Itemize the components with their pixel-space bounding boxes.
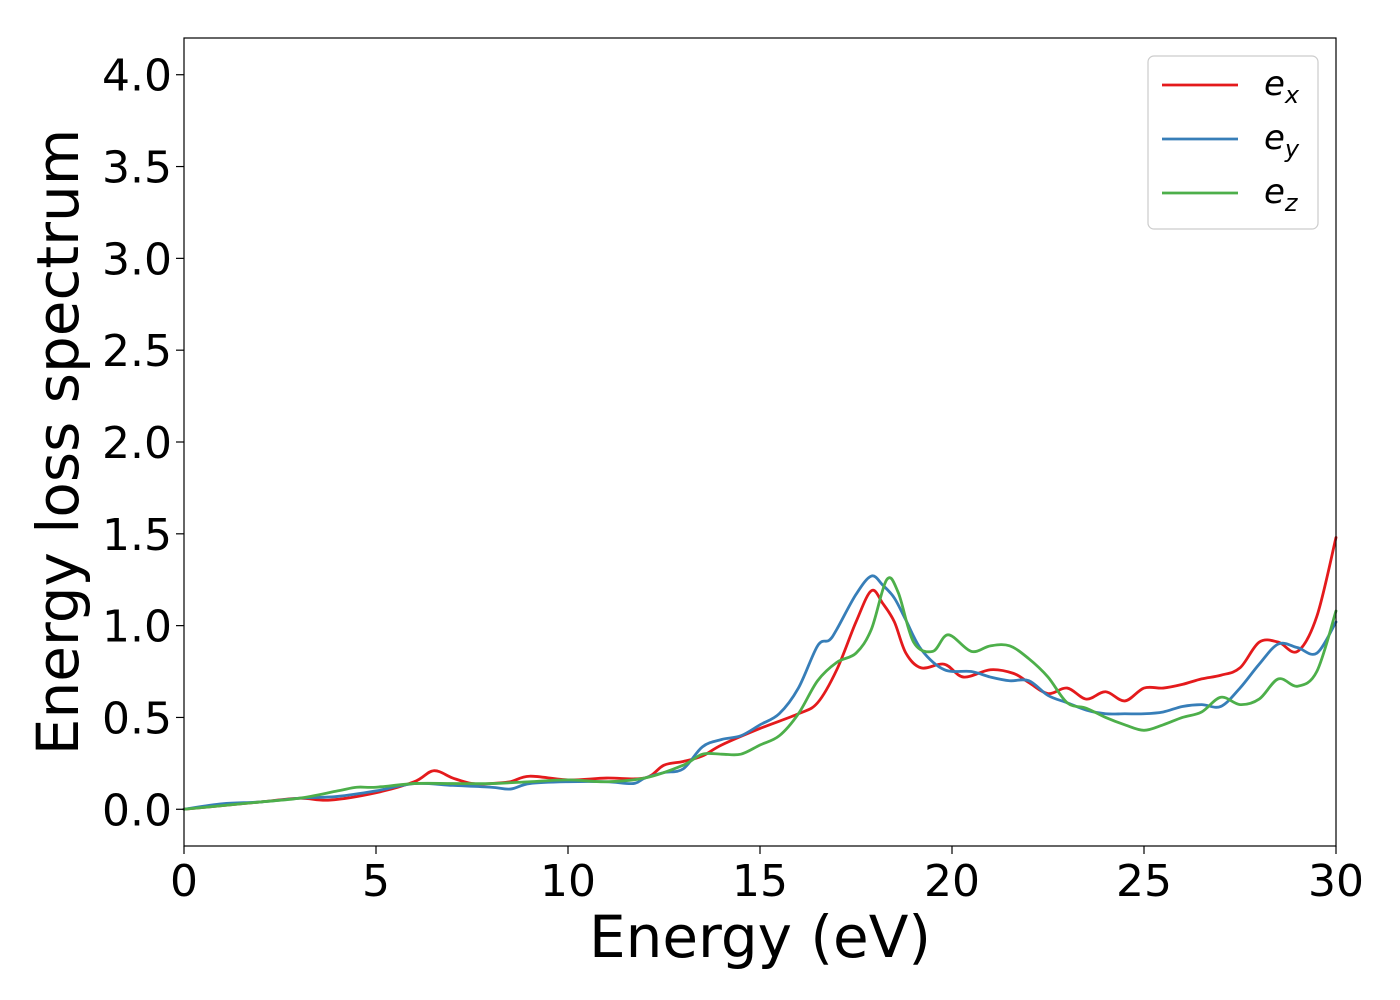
x-tick-label: 30 xyxy=(1308,856,1364,907)
legend-label-ex: ex xyxy=(1264,64,1300,109)
y-tick-label: 1.0 xyxy=(102,602,172,653)
y-tick-label: 0.0 xyxy=(102,785,172,836)
series-line-ez xyxy=(182,576,1338,811)
y-axis: 0.0 0.5 1.0 1.5 2.0 2.5 3.0 3.5 4.0 xyxy=(102,51,184,836)
legend-label-ey: ey xyxy=(1264,118,1300,163)
x-tick-label: 0 xyxy=(170,856,198,907)
x-tick-label: 25 xyxy=(1116,856,1172,907)
series-layer xyxy=(182,536,1338,811)
x-axis: 0 5 10 15 20 25 30 xyxy=(170,846,1364,907)
legend: ex ey ez xyxy=(1147,55,1319,230)
series-line-ex xyxy=(182,536,1338,811)
x-tick-label: 10 xyxy=(540,856,596,907)
y-tick-label: 4.0 xyxy=(102,51,172,102)
x-tick-label: 20 xyxy=(924,856,980,907)
y-tick-label: 2.0 xyxy=(102,418,172,469)
x-axis-title: Energy (eV) xyxy=(589,903,931,971)
y-tick-label: 0.5 xyxy=(102,693,172,744)
y-tick-label: 1.5 xyxy=(102,510,172,561)
legend-label-ez: ez xyxy=(1264,172,1299,217)
y-tick-label: 2.5 xyxy=(102,326,172,377)
y-tick-label: 3.0 xyxy=(102,234,172,285)
plot-area xyxy=(184,38,1336,846)
legend-box xyxy=(1147,55,1319,230)
y-axis-title: Energy loss spectrum xyxy=(24,129,92,755)
series-line-ey xyxy=(182,574,1338,811)
y-tick-label: 3.5 xyxy=(102,143,172,194)
x-tick-label: 5 xyxy=(362,856,390,907)
x-tick-label: 15 xyxy=(732,856,788,907)
